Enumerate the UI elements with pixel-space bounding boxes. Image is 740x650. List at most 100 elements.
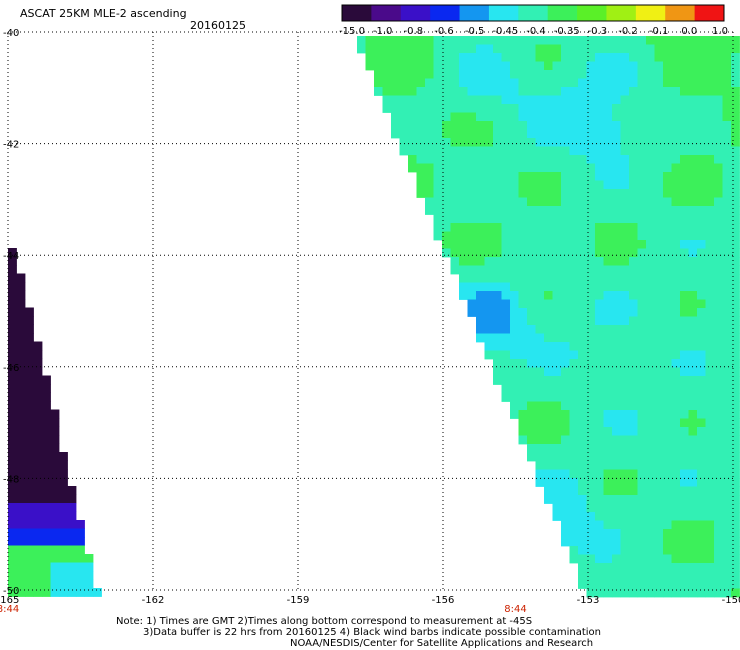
swath-cell bbox=[416, 112, 426, 122]
swath-cell bbox=[476, 248, 485, 258]
swath-cell bbox=[586, 333, 596, 343]
swath-cell bbox=[586, 401, 596, 411]
swath-cell bbox=[620, 520, 630, 530]
swath-cell bbox=[646, 138, 655, 147]
swath-cell bbox=[561, 503, 570, 513]
swath-cell bbox=[425, 163, 434, 173]
swath-cell bbox=[416, 61, 426, 71]
swath-cell bbox=[552, 189, 562, 198]
swath-cell bbox=[450, 121, 460, 130]
swath-cell bbox=[612, 121, 621, 130]
swath-cell bbox=[705, 401, 715, 411]
swath-cell bbox=[688, 163, 698, 173]
swath-cell bbox=[425, 155, 434, 164]
swath-cell bbox=[459, 44, 468, 54]
swath-cell bbox=[603, 571, 613, 581]
swath-cell bbox=[459, 180, 468, 190]
swath-cell bbox=[595, 138, 604, 147]
swath-cell bbox=[595, 469, 604, 479]
swath-cell bbox=[552, 155, 562, 164]
swath-cell bbox=[722, 189, 732, 198]
swath-cell bbox=[33, 579, 43, 589]
swath-cell bbox=[433, 95, 443, 105]
swath-cell bbox=[544, 291, 553, 300]
swath-cell bbox=[416, 104, 426, 113]
swath-cell bbox=[722, 299, 732, 309]
swath-cell bbox=[42, 579, 51, 589]
swath-cell bbox=[697, 461, 706, 470]
swath-cell bbox=[586, 61, 596, 71]
swath-cell bbox=[578, 248, 587, 258]
swath-cell bbox=[629, 325, 638, 334]
swath-cell bbox=[722, 36, 732, 45]
swath-cell bbox=[697, 138, 706, 147]
swath-cell bbox=[595, 308, 604, 317]
swath-cell bbox=[527, 274, 536, 283]
swath-cell bbox=[569, 486, 579, 496]
swath-cell bbox=[552, 231, 562, 241]
swath-cell bbox=[433, 104, 443, 113]
swath-cell bbox=[535, 427, 545, 436]
swath-cell bbox=[722, 444, 732, 453]
swath-cell bbox=[629, 537, 638, 547]
swath-cell bbox=[714, 197, 723, 207]
swath-cell bbox=[408, 78, 417, 88]
swath-cell bbox=[518, 265, 528, 275]
swath-cell bbox=[731, 112, 740, 122]
swath-cell bbox=[544, 129, 553, 139]
swath-cell bbox=[646, 53, 655, 62]
swath-cell bbox=[671, 189, 681, 198]
swath-cell bbox=[33, 545, 43, 555]
swath-cell bbox=[612, 223, 621, 232]
swath-cell bbox=[76, 579, 85, 589]
swath-cell bbox=[450, 223, 460, 232]
swath-cell bbox=[561, 36, 570, 45]
swath-cell bbox=[663, 189, 672, 198]
swath-cell bbox=[722, 503, 732, 513]
swath-cell bbox=[612, 53, 621, 62]
swath-cell bbox=[8, 545, 17, 555]
swath-cell bbox=[476, 231, 485, 241]
swath-cell bbox=[595, 444, 604, 453]
swath-cell bbox=[731, 359, 740, 368]
swath-cell bbox=[467, 248, 477, 258]
swath-cell bbox=[714, 359, 723, 368]
swath-cell bbox=[629, 563, 638, 572]
swath-cell bbox=[16, 324, 26, 334]
swath-cell bbox=[680, 129, 689, 139]
swath-cell bbox=[654, 486, 664, 496]
swath-cell bbox=[612, 486, 621, 496]
swath-cell bbox=[442, 95, 451, 105]
swath-cell bbox=[654, 87, 664, 96]
swath-cell bbox=[442, 78, 451, 88]
swath-cell bbox=[510, 350, 519, 360]
swath-cell bbox=[714, 265, 723, 275]
swath-cell bbox=[569, 189, 579, 198]
swath-cell bbox=[637, 359, 647, 368]
swath-cell bbox=[493, 87, 502, 96]
swath-cell bbox=[714, 350, 723, 360]
swath-cell bbox=[433, 189, 443, 198]
swath-cell bbox=[671, 537, 681, 547]
swath-cell bbox=[595, 231, 604, 241]
swath-cell bbox=[8, 256, 17, 266]
swath-cell bbox=[16, 588, 26, 597]
swath-cell bbox=[663, 223, 672, 232]
swath-cell bbox=[629, 36, 638, 45]
swath-cell bbox=[25, 537, 34, 546]
swath-cell bbox=[646, 146, 655, 156]
swath-cell bbox=[595, 376, 604, 385]
swath-cell bbox=[442, 172, 451, 181]
swath-cell bbox=[586, 520, 596, 530]
swath-cell bbox=[501, 308, 511, 317]
swath-cell bbox=[663, 342, 672, 351]
swath-cell bbox=[705, 571, 715, 581]
swath-cell bbox=[637, 384, 647, 394]
swath-cell bbox=[688, 325, 698, 334]
swath-cell bbox=[586, 44, 596, 54]
swath-cell bbox=[705, 452, 715, 462]
swath-cell bbox=[535, 189, 545, 198]
swath-cell bbox=[467, 223, 477, 232]
swath-cell bbox=[569, 291, 579, 300]
swath-cell bbox=[654, 367, 664, 377]
